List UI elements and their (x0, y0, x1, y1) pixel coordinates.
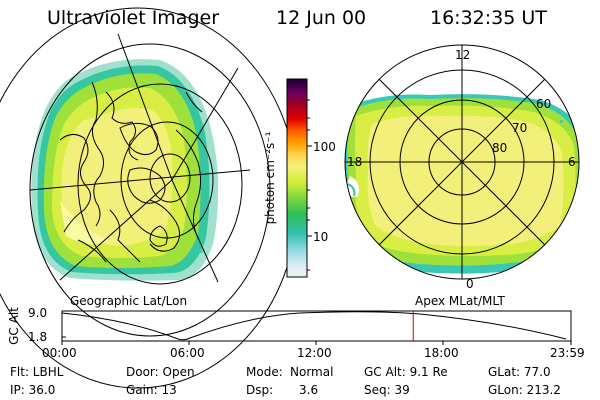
colorbar-tick-10: 10 (313, 230, 329, 244)
status-door: Door: Open (126, 365, 195, 379)
mlt-label-0: 0 (466, 277, 474, 291)
status-glat: GLat: 77.0 (488, 365, 551, 379)
status-gc-altitude: GC Alt: 9.1 Re (364, 365, 448, 379)
status-filter: Flt: LBHL (10, 365, 64, 379)
mlt-label-6: 6 (568, 155, 576, 169)
mlat-label-60: 60 (536, 97, 552, 111)
time-tick-0: 00:00 (42, 346, 77, 360)
status-glon: GLon: 213.2 (488, 383, 561, 397)
colorbar-tick-100: 100 (313, 140, 336, 154)
left-panel-caption: Geographic Lat/Lon (70, 294, 188, 308)
status-sequence: Seq: 39 (364, 383, 410, 397)
time-tick-3: 18:00 (424, 346, 459, 360)
mlt-label-12: 12 (455, 48, 471, 62)
status-dsp-label: Dsp: (246, 383, 274, 397)
status-gain: Gain: 13 (126, 383, 177, 397)
status-ip: IP: 36.0 (10, 383, 56, 397)
altitude-tick-high: 9.0 (28, 306, 48, 320)
left-aurora-image (31, 59, 219, 281)
date-label: 12 Jun 00 (276, 7, 367, 29)
mlat-label-70: 70 (512, 121, 528, 135)
colorbar (286, 78, 312, 278)
geographic-map (0, 7, 299, 389)
status-dsp-value: 3.6 (299, 383, 319, 397)
magnetic-polar-plot (344, 44, 580, 280)
time-tick-2: 12:00 (297, 346, 332, 360)
status-mode-label: Mode: (246, 365, 283, 379)
altitude-plot (61, 310, 572, 345)
polar-grid (344, 44, 580, 280)
colorbar-unit-label: photon cm⁻²s⁻¹ (263, 131, 277, 225)
mlat-label-80: 80 (492, 141, 508, 155)
right-panel-caption: Apex MLat/MLT (415, 294, 505, 308)
altitude-axis-label: GC Alt (7, 307, 21, 345)
right-aurora-image (345, 94, 579, 274)
status-mode-value: Normal (290, 365, 334, 379)
time-tick-1: 06:00 (170, 346, 205, 360)
altitude-curve (61, 311, 567, 341)
time-tick-4: 23:59 (550, 346, 585, 360)
time-label: 16:32:35 UT (430, 7, 547, 29)
mlt-label-18: 18 (347, 155, 363, 169)
altitude-tick-low: 1.8 (28, 330, 48, 344)
